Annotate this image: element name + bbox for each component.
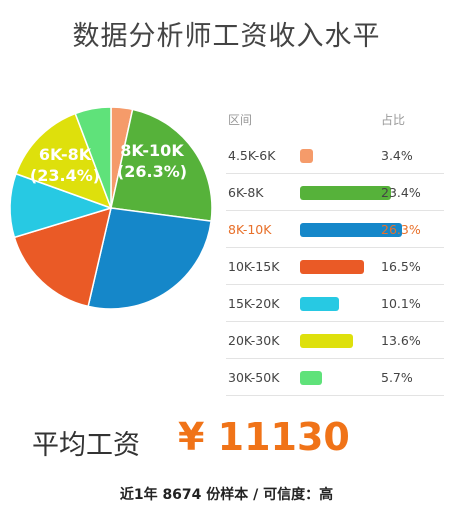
legend-row-30K-50K: 30K-50K 5.7% (226, 360, 444, 396)
legend-bar (300, 297, 340, 311)
legend-row-10K-15K: 10K-15K 16.5% (226, 249, 444, 285)
pie-slice-30K-50K (74, 106, 112, 209)
legend-row-20K-30K: 20K-30K 13.6% (226, 323, 444, 359)
legend-header-range: 区间 (228, 113, 253, 127)
legend-bar (300, 186, 391, 200)
average-salary-label: 平均工资 (32, 430, 140, 461)
slice-value-8K-10K: (26.3%) (117, 162, 187, 181)
legend-share-value: 23.4% (381, 185, 421, 200)
legend-share-value: 26.3% (381, 222, 421, 237)
legend-row-8K-10K: 8K-10K 26.3% (226, 212, 444, 248)
slice-label-8K-10K: 8K-10K (120, 141, 184, 160)
legend-bar (300, 149, 314, 163)
legend-share-value: 13.6% (381, 333, 421, 348)
pie-slice-6K-8K (110, 108, 213, 222)
legend-range-label: 30K-50K (228, 370, 280, 385)
chart-title: 数据分析师工资收入水平 (72, 21, 381, 52)
legend-range-label: 15K-20K (228, 296, 280, 311)
legend-share-value: 3.4% (381, 148, 413, 163)
pie-slice-10K-15K (13, 206, 113, 308)
slice-value-6K-8K: (23.4%) (30, 166, 100, 185)
legend-bar (300, 371, 323, 385)
legend-bar (300, 260, 364, 274)
pie-slice-20K-30K (15, 112, 113, 210)
slice-label-6K-8K: 6K-8K (39, 145, 92, 164)
legend-share-value: 16.5% (381, 259, 421, 274)
salary-pie-chart: 6K-8K (23.4%) 8K-10K (26.3%) (9, 106, 213, 310)
legend-bar (300, 334, 353, 348)
legend-bar (300, 223, 402, 237)
legend-row-4.5K-6K: 4.5K-6K 3.4% (226, 138, 444, 174)
legend-share-value: 10.1% (381, 296, 421, 311)
legend-header-share: 占比 (381, 113, 406, 127)
pie-slice-8K-10K (87, 207, 212, 310)
average-salary-value: ¥ 11130 (178, 415, 350, 459)
legend-range-label: 8K-10K (228, 222, 272, 237)
legend-range-label: 20K-30K (228, 333, 280, 348)
legend-row-15K-20K: 15K-20K 10.1% (226, 286, 444, 322)
legend-row-6K-8K: 6K-8K 23.4% (226, 175, 444, 211)
sample-footer: 近1年 8674 份样本 / 可信度：高 (119, 487, 334, 503)
legend-range-label: 10K-15K (228, 259, 280, 274)
legend-range-label: 4.5K-6K (228, 148, 276, 163)
legend-range-label: 6K-8K (228, 185, 264, 200)
legend-share-value: 5.7% (381, 370, 413, 385)
